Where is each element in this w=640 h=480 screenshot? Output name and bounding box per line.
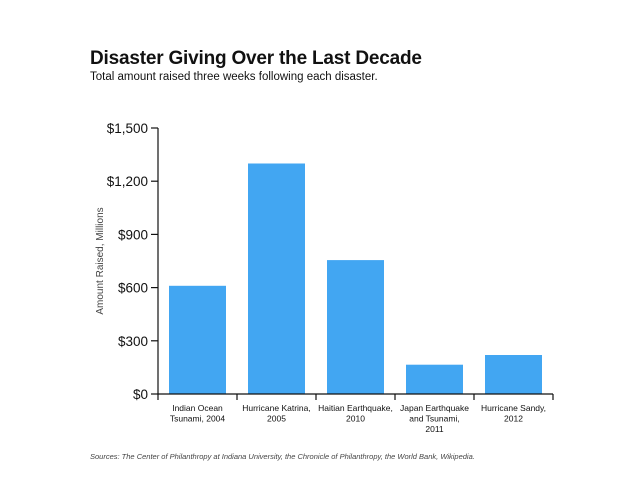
x-tick-label-4: Hurricane Sandy, 2012 [481,403,546,424]
y-tick-label-5: $1,500 [107,121,148,136]
source-note: Sources: The Center of Philanthropy at I… [90,452,475,461]
y-tick-labels: $0 $300 $600 $900 $1,200 $1,500 [107,121,148,402]
bar-1 [248,163,305,394]
y-tick-label-1: $300 [118,334,148,349]
x-tick-label-2: Haitian Earthquake, 2010 [318,403,393,424]
y-tick-label-4: $1,200 [107,174,148,189]
y-tick-label-2: $600 [118,281,148,296]
y-tick-label-3: $900 [118,227,148,242]
x-tick-label-3: Japan Earthquake and Tsunami, 2011 [400,403,469,434]
x-tick-label-0: Indian Ocean Tsunami, 2004 [170,403,226,424]
y-axis-label: Amount Raised, Millions [95,207,106,314]
y-tick-label-0: $0 [133,387,148,402]
chart-subtitle: Total amount raised three weeks followin… [90,71,378,83]
bar-3 [406,364,463,394]
axes-group [151,127,554,400]
chart-title: Disaster Giving Over the Last Decade [90,48,422,69]
x-tick-label-1: Hurricane Katrina, 2005 [242,403,311,424]
bars-group [169,163,542,394]
bar-4 [485,355,542,394]
bar-2 [327,260,384,394]
bar-0 [169,285,226,394]
x-tick-labels: Indian Ocean Tsunami, 2004 Hurricane Katri… [170,403,546,434]
